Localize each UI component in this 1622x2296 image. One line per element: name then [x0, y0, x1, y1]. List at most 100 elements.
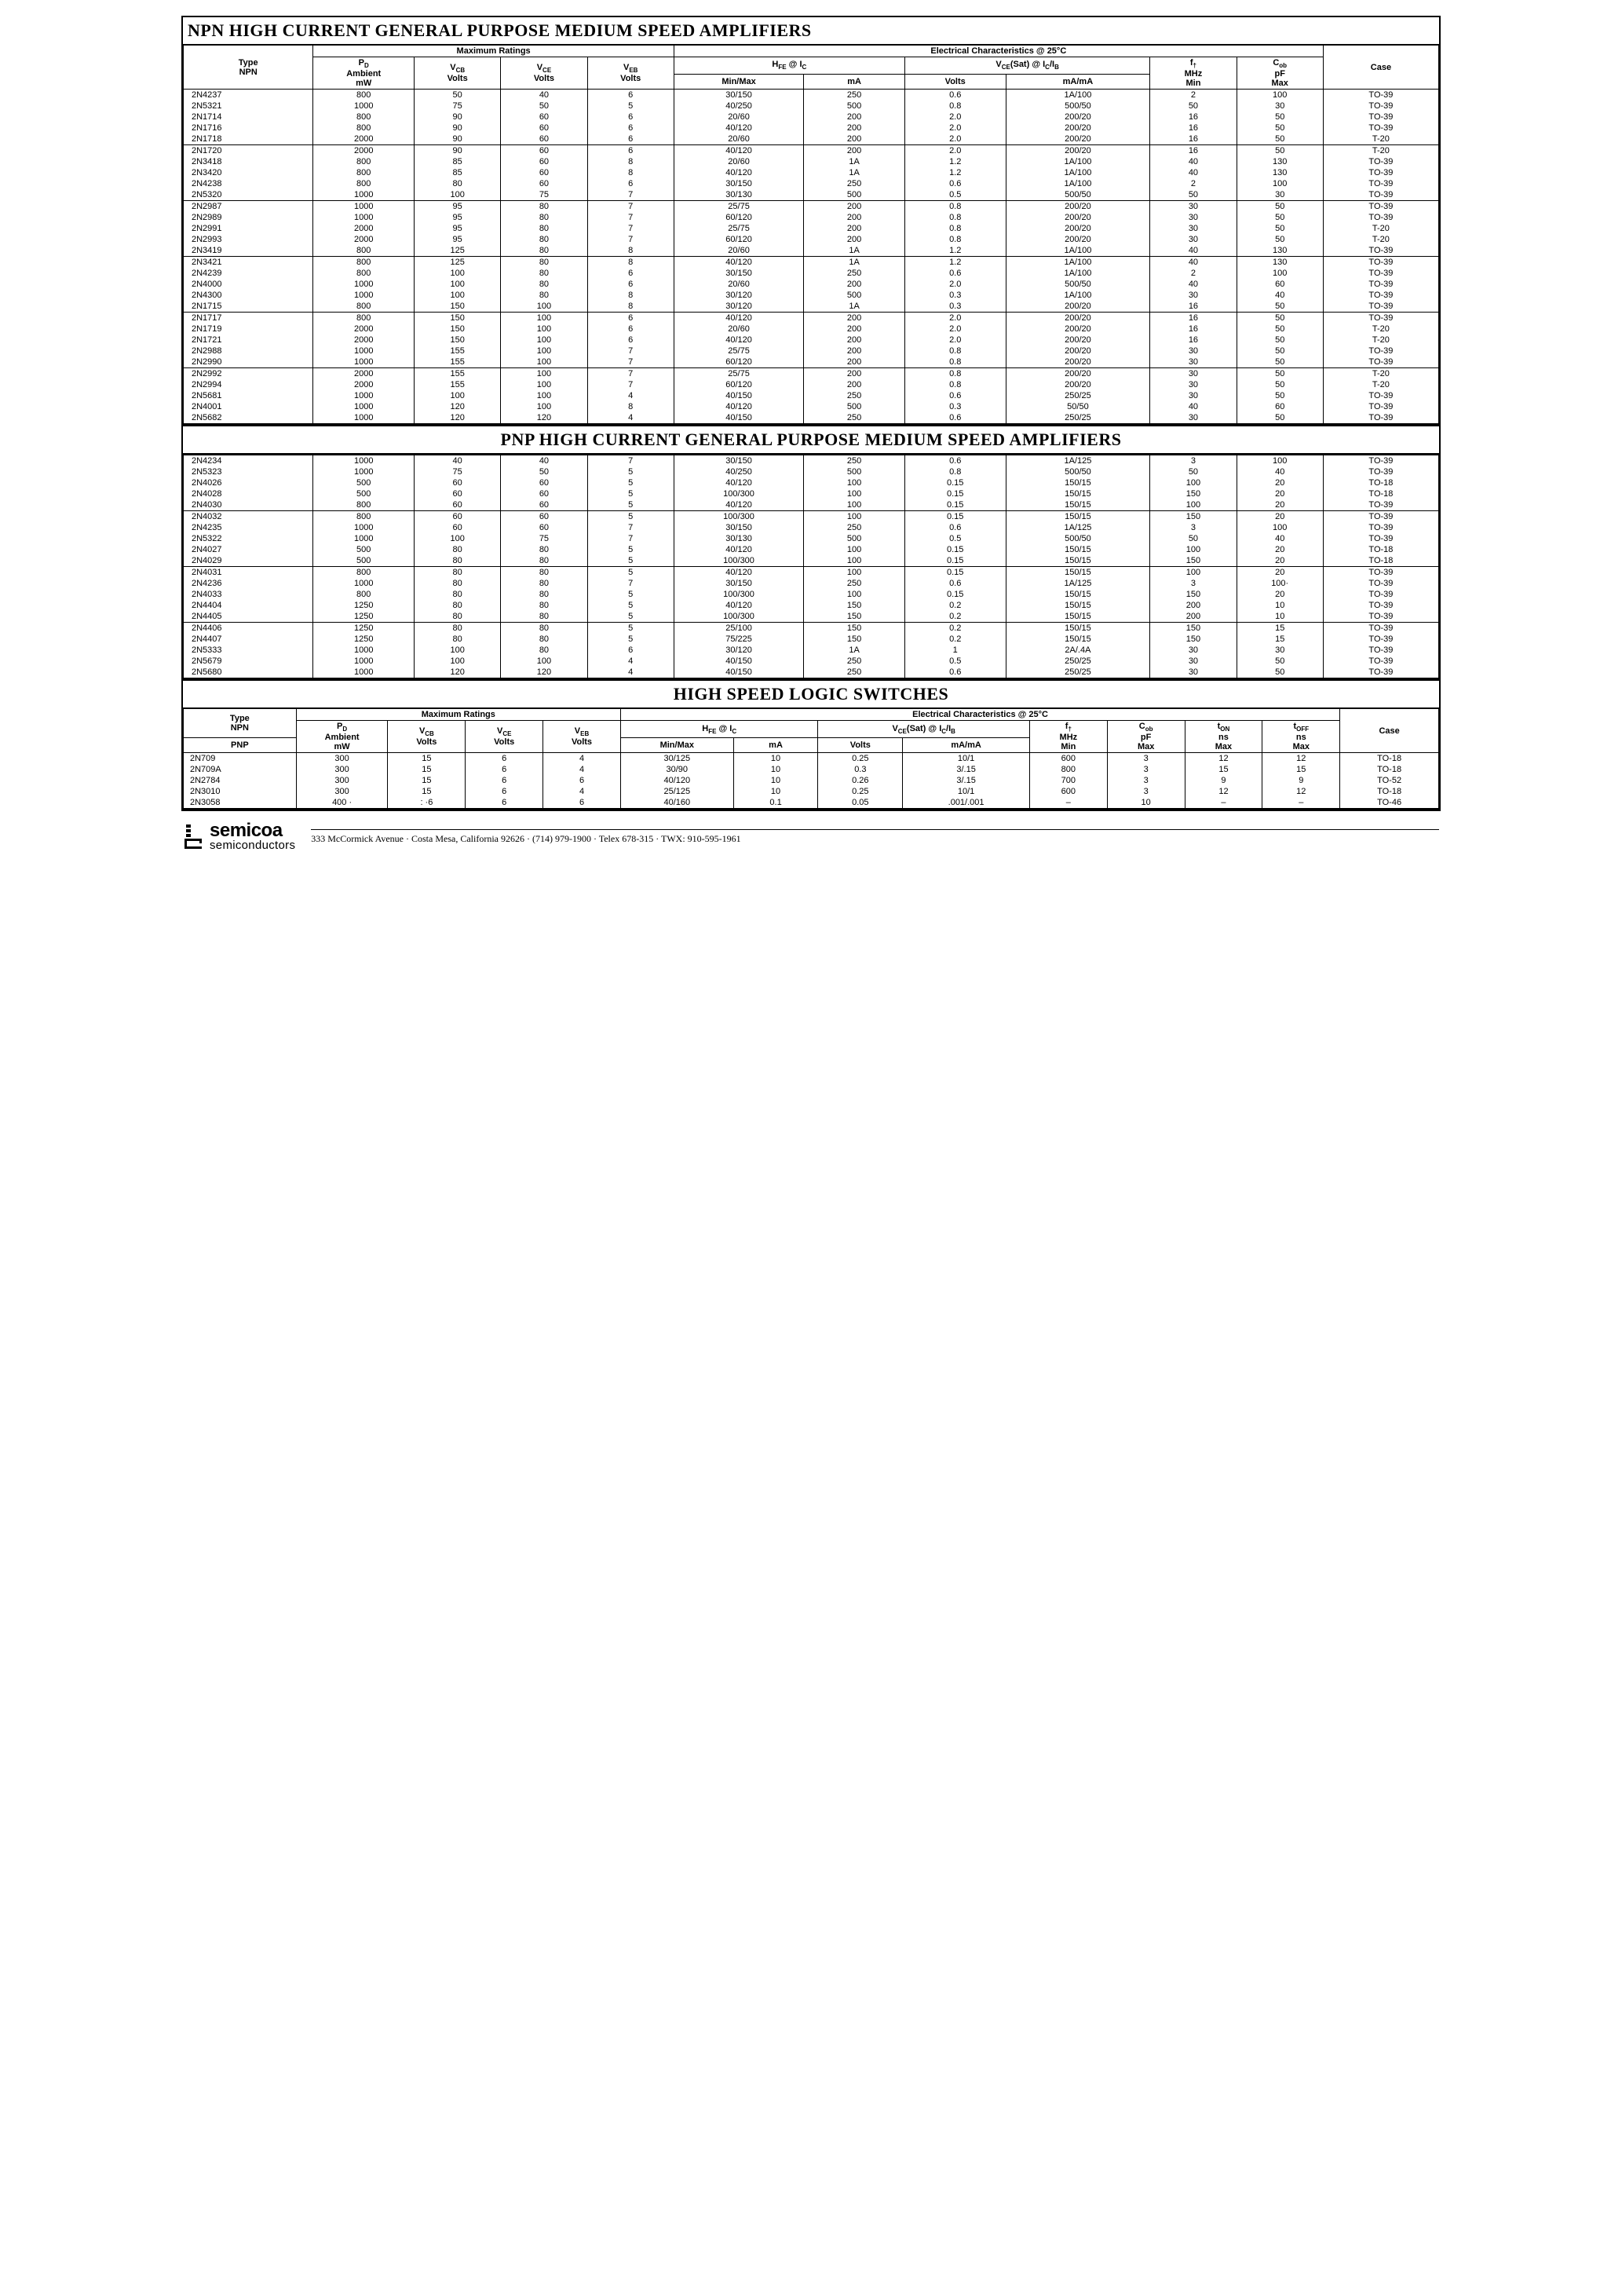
hdr-pd: PDAmbientmW [313, 57, 415, 90]
table-cell: 30 [1150, 390, 1237, 401]
table-cell: 12 [1185, 753, 1262, 765]
table-cell: TO-39 [1323, 257, 1438, 269]
table-cell: 2N4026 [184, 477, 313, 488]
table-cell: 7 [587, 368, 674, 380]
table-cell: 200/20 [1006, 112, 1150, 122]
table-cell: 100/300 [674, 555, 803, 567]
table-cell: 1A [804, 156, 905, 167]
table-cell: 7 [587, 522, 674, 533]
table-cell: 1000 [313, 356, 415, 368]
table-cell: 200/20 [1006, 212, 1150, 223]
table-cell: 40 [501, 90, 587, 101]
table-cell: 60 [501, 167, 587, 178]
table-cell: 100/300 [674, 611, 803, 623]
table-cell: 2N2992 [184, 368, 313, 380]
table-cell: 300 [296, 786, 388, 797]
table-cell: 2000 [313, 145, 415, 157]
hdr2-type-npn: TypeNPN [184, 709, 297, 737]
hdr2-ma: mA [733, 738, 818, 753]
table-cell: 80 [501, 268, 587, 279]
table-cell: 250 [804, 578, 905, 589]
hdr-case: Case [1323, 46, 1438, 90]
hdr2-vcb: VCBVolts [388, 721, 466, 753]
table-cell: 150/15 [1006, 634, 1150, 645]
hdr-max: Maximum Ratings [313, 46, 674, 57]
table-cell: TO-52 [1340, 775, 1439, 786]
table-row: 2N341980012580820/601A1.21A/10040130TO-3… [184, 245, 1439, 257]
table-cell: 80 [415, 600, 501, 611]
table-cell: 30 [1150, 667, 1237, 678]
table-cell: 100 [501, 356, 587, 368]
table-cell: 6 [587, 90, 674, 101]
table-cell: 25/125 [620, 786, 733, 797]
table-cell: 30 [1237, 189, 1323, 201]
table-cell: 100/300 [674, 488, 803, 499]
table-cell: 0.6 [904, 455, 1006, 467]
table-cell: 1A [804, 257, 905, 269]
table-cell: 90 [415, 112, 501, 122]
pnp-tbody: 2N423410004040730/1502500.61A/1253100TO-… [184, 455, 1439, 679]
table-cell: 9 [1185, 775, 1262, 786]
table-cell: 1A [804, 167, 905, 178]
table-cell: 7 [587, 379, 674, 390]
hdr2-pd: PDAmbientmW [296, 721, 388, 753]
table-row: 2N423510006060730/1502500.61A/1253100TO-… [184, 522, 1439, 533]
table-cell: 20 [1237, 488, 1323, 499]
table-cell: 15 [1237, 623, 1323, 634]
table-cell: 80 [415, 589, 501, 600]
table-cell: 200/20 [1006, 368, 1150, 380]
table-cell: 200 [804, 145, 905, 157]
table-cell: 2N3010 [184, 786, 297, 797]
table-cell: TO-39 [1323, 212, 1438, 223]
table-row: 2N402950080805100/3001000.15150/1515020T… [184, 555, 1439, 567]
table-cell: 800 [313, 499, 415, 511]
npn-tbody: 2N42378005040630/1502500.61A/1002100TO-3… [184, 90, 1439, 425]
table-cell: 250 [804, 90, 905, 101]
table-cell: 100/300 [674, 589, 803, 600]
table-cell: 500/50 [1006, 189, 1150, 201]
table-cell: 2N1716 [184, 122, 313, 133]
table-cell: 800 [313, 112, 415, 122]
table-cell: 100 [501, 379, 587, 390]
table-cell: 0.6 [904, 390, 1006, 401]
logo-top: semicoa [210, 822, 295, 840]
table-cell: 50 [1237, 356, 1323, 368]
table-cell: 40 [1237, 290, 1323, 301]
hdr2-ton: tONnsMax [1185, 721, 1262, 753]
table-cell: 5 [587, 466, 674, 477]
table-cell: T-20 [1323, 223, 1438, 234]
table-cell: 200 [804, 313, 905, 324]
hdr2-vcesat: VCE(Sat) @ IC/IB [818, 721, 1030, 738]
table-cell: 7 [587, 223, 674, 234]
table-cell: 1 [904, 645, 1006, 656]
hdr-vce: VCEVolts [501, 57, 587, 90]
table-cell: T-20 [1323, 324, 1438, 335]
table-cell: 60/120 [674, 212, 803, 223]
table-cell: 50 [1237, 335, 1323, 345]
table-cell: 2N2994 [184, 379, 313, 390]
title-npn: NPN HIGH CURRENT GENERAL PURPOSE MEDIUM … [183, 17, 1439, 46]
table-cell: 155 [415, 345, 501, 356]
table-cell: 16 [1150, 313, 1237, 324]
table-cell: 250/25 [1006, 667, 1150, 678]
table-cell: 30 [1150, 223, 1237, 234]
table-cell: 30/130 [674, 189, 803, 201]
table-cell: 0.6 [904, 522, 1006, 533]
table-cell: 100· [1237, 578, 1323, 589]
table-cell: 40 [1150, 257, 1237, 269]
table-row: 2N5320100010075730/1305000.5500/505030TO… [184, 189, 1439, 201]
table-cell: 80 [501, 611, 587, 623]
table-cell: 10 [733, 775, 818, 786]
table-cell: 0.15 [904, 477, 1006, 488]
table-cell: 1A/100 [1006, 178, 1150, 189]
hdr-ft: f†MHzMin [1150, 57, 1237, 90]
table-cell: 0.15 [904, 499, 1006, 511]
table-cell: 30 [1150, 412, 1237, 424]
table-cell: 5 [587, 634, 674, 645]
table-cell: 20 [1237, 544, 1323, 555]
table-row: 2N17212000150100640/1202002.0200/201650T… [184, 335, 1439, 345]
table-cell: 1.2 [904, 156, 1006, 167]
table-cell: 150 [415, 335, 501, 345]
table-cell: 0.8 [904, 345, 1006, 356]
table-cell: TO-18 [1340, 753, 1439, 765]
